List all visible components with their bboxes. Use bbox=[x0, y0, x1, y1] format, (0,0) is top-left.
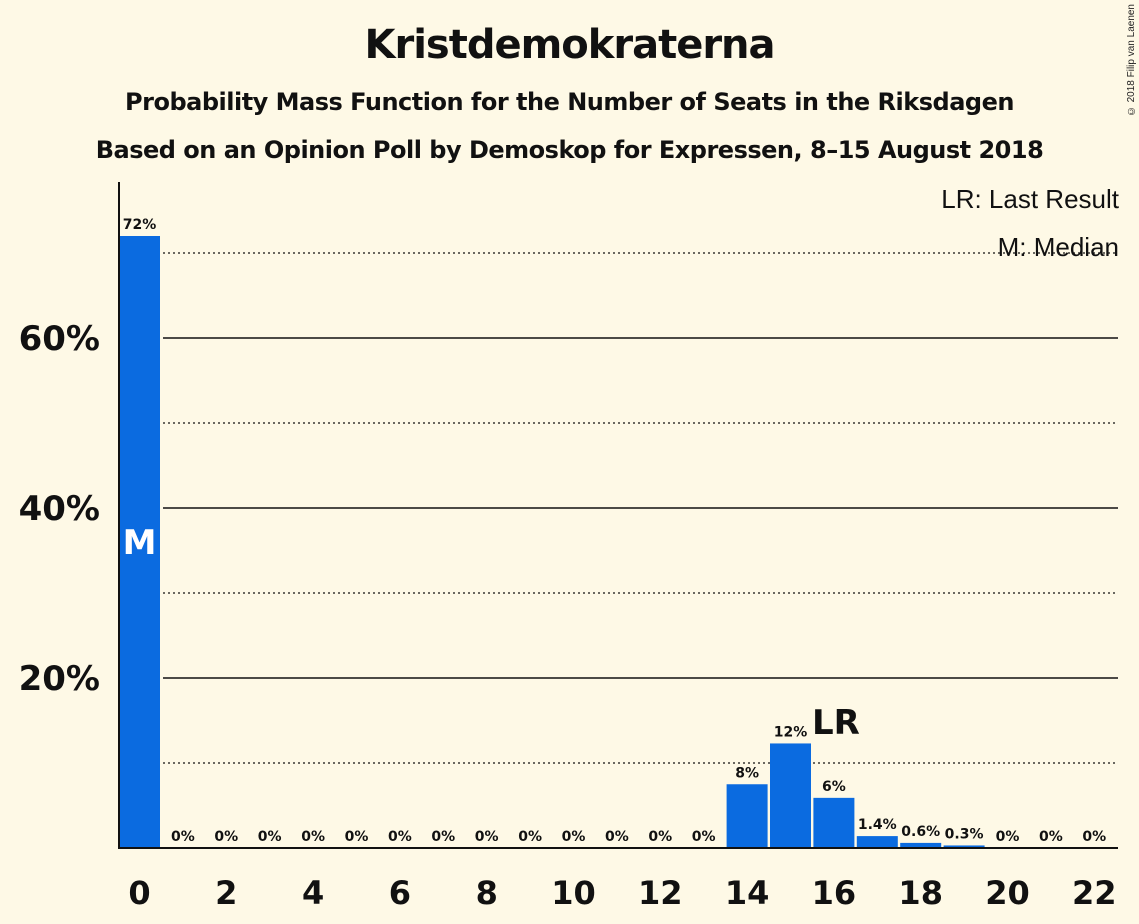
x-tick-label: 22 bbox=[1072, 874, 1117, 912]
legend-last-result: LR: Last Result bbox=[941, 184, 1119, 214]
bar-seat-0 bbox=[119, 236, 160, 848]
data-label: 0% bbox=[475, 829, 499, 845]
chart-title: Kristdemokraterna bbox=[364, 22, 775, 68]
data-label: 12% bbox=[774, 724, 808, 740]
data-label: 0% bbox=[1039, 829, 1063, 845]
data-label: 1.4% bbox=[858, 817, 897, 833]
data-label: 0% bbox=[518, 829, 542, 845]
data-label: 0% bbox=[1082, 829, 1106, 845]
x-tick-label: 16 bbox=[812, 874, 857, 912]
axes bbox=[118, 182, 1118, 849]
x-tick-label: 2 bbox=[215, 874, 237, 912]
data-label: 0% bbox=[258, 829, 282, 845]
bar-seat-18 bbox=[900, 842, 942, 848]
data-label: 0% bbox=[648, 829, 672, 845]
x-tick-label: 12 bbox=[638, 874, 683, 912]
data-label: 6% bbox=[822, 779, 846, 795]
data-label: 0% bbox=[996, 829, 1020, 845]
chart-subtitle: Probability Mass Function for the Number… bbox=[125, 88, 1014, 116]
bar-seat-14 bbox=[726, 784, 768, 848]
gridlines bbox=[163, 252, 1118, 764]
x-tick-label: 8 bbox=[476, 874, 498, 912]
x-tick-label: 18 bbox=[898, 874, 943, 912]
x-tick-label: 6 bbox=[389, 874, 411, 912]
data-label: 0% bbox=[388, 829, 412, 845]
data-label: 0% bbox=[345, 829, 369, 845]
legend-median: M: Median bbox=[997, 232, 1119, 262]
data-label: 0% bbox=[605, 829, 629, 845]
bar-seat-16 bbox=[813, 797, 855, 848]
x-tick-label: 10 bbox=[551, 874, 596, 912]
data-label: 0% bbox=[214, 829, 238, 845]
x-tick-label: 14 bbox=[725, 874, 770, 912]
bar-seat-19 bbox=[943, 845, 985, 848]
y-tick-label: 40% bbox=[19, 489, 100, 529]
median-marker: M bbox=[123, 523, 157, 563]
bar-seat-15 bbox=[770, 743, 811, 848]
labels: 20%40%60%72%0% 0% 0% 0% 0% 0% 0% 0% 0% 0% 0% 0% 0%8%… bbox=[19, 217, 1117, 912]
data-label: 72% bbox=[123, 217, 157, 233]
bar-seat-17 bbox=[856, 836, 898, 848]
data-label: 0.6% bbox=[901, 824, 940, 840]
data-label: 0% bbox=[692, 829, 716, 845]
bars bbox=[119, 236, 985, 848]
x-tick-label: 4 bbox=[302, 874, 324, 912]
y-tick-label: 20% bbox=[19, 659, 100, 699]
y-tick-label: 60% bbox=[19, 319, 100, 359]
data-label: 8% bbox=[735, 765, 759, 781]
last-result-marker: LR bbox=[812, 703, 860, 743]
data-label: 0% bbox=[562, 829, 586, 845]
data-label: 0% bbox=[301, 829, 325, 845]
x-tick-label: 0 bbox=[128, 874, 150, 912]
data-label: 0% bbox=[431, 829, 455, 845]
chart-source: Based on an Opinion Poll by Demoskop for… bbox=[95, 136, 1044, 164]
data-label: 0.3% bbox=[945, 826, 984, 842]
x-tick-label: 20 bbox=[985, 874, 1030, 912]
data-label: 0% bbox=[171, 829, 195, 845]
